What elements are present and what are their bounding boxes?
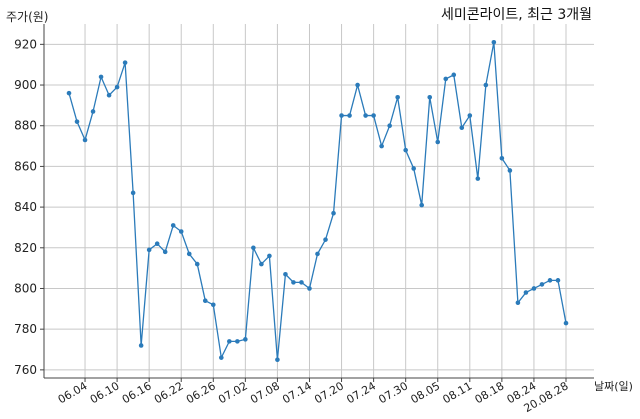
data-points (66, 40, 569, 362)
data-point (443, 76, 449, 82)
data-point (331, 210, 336, 216)
data-point (539, 282, 545, 287)
data-point (154, 241, 160, 247)
data-point (491, 40, 497, 45)
data-point (114, 84, 120, 90)
data-point (82, 137, 88, 143)
data-point (251, 245, 256, 251)
data-point (547, 278, 553, 283)
x-tick-label: 06.16 (120, 379, 154, 406)
x-tick-label: 07.02 (216, 379, 250, 406)
y-tick-label: 760 (14, 363, 37, 377)
data-point (186, 251, 192, 257)
data-point (427, 94, 433, 100)
y-tick-label: 820 (14, 241, 37, 255)
data-point (130, 190, 136, 196)
data-point (243, 337, 248, 342)
y-tick-label: 800 (14, 281, 37, 295)
data-point (411, 166, 416, 171)
series-line (68, 42, 567, 360)
data-point (66, 90, 72, 96)
data-point (387, 123, 392, 129)
data-point (138, 343, 144, 348)
data-point (323, 237, 328, 242)
data-point (371, 113, 376, 118)
x-axis-label: 날짜(일) (594, 380, 633, 393)
data-point (90, 109, 96, 114)
data-point (307, 286, 312, 291)
data-point (355, 82, 360, 88)
x-tick-label: 07.20 (312, 379, 346, 406)
data-point (555, 278, 561, 283)
x-tick-label: 07.24 (344, 379, 378, 406)
y-axis-label: 주가(원) (6, 10, 49, 24)
data-point (379, 143, 384, 149)
data-point (395, 94, 400, 100)
x-tick-label: 07.08 (248, 379, 282, 406)
data-point (523, 290, 529, 295)
y-tick-label: 860 (14, 159, 37, 173)
x-tick-label: 06.04 (56, 379, 90, 406)
x-tick-label: 07.30 (376, 379, 410, 406)
y-tick-label: 880 (14, 119, 37, 133)
x-tick-label: 08.05 (408, 379, 442, 406)
data-point (283, 271, 288, 277)
data-point (227, 339, 232, 344)
data-point (170, 223, 176, 228)
x-tick-labels: 06.0406.1006.1606.2206.2607.0207.0807.14… (56, 379, 571, 415)
x-tick-label: 06.10 (88, 379, 122, 406)
data-point (267, 253, 272, 259)
data-point (475, 176, 481, 181)
data-point (419, 202, 425, 208)
data-point (483, 82, 489, 88)
x-tick-label: 08.11 (441, 379, 475, 406)
y-tick-label: 900 (14, 78, 37, 92)
data-point (210, 302, 216, 308)
y-tick-label: 780 (14, 322, 37, 336)
data-point (435, 139, 441, 145)
chart-title: 세미콘라이트, 최근 3개월 (440, 7, 592, 23)
y-tick-label: 840 (14, 200, 37, 214)
data-point (291, 280, 296, 285)
data-point (563, 320, 569, 326)
data-point (299, 280, 304, 285)
data-point (106, 92, 112, 98)
data-point (259, 261, 264, 267)
data-point (507, 168, 513, 173)
x-tick-label: 06.22 (152, 379, 186, 406)
data-point (275, 357, 280, 362)
data-point (98, 74, 104, 80)
grid-lines (44, 24, 594, 378)
data-point (363, 113, 368, 118)
data-point (339, 113, 344, 118)
data-point (178, 229, 184, 234)
y-tick-label: 920 (14, 37, 37, 51)
y-tick-labels: 760 780 800 820 840 860 880 900 920 (14, 37, 37, 377)
data-point (531, 286, 537, 291)
data-point (74, 119, 80, 124)
axes (40, 24, 594, 382)
data-point (403, 147, 408, 153)
data-point (499, 155, 505, 161)
data-point (467, 113, 473, 118)
x-tick-label: 08.18 (473, 379, 507, 406)
data-point (515, 300, 521, 306)
data-point (202, 298, 208, 303)
data-point (146, 247, 152, 253)
data-point (122, 60, 128, 65)
data-point (315, 251, 320, 257)
data-point (219, 355, 224, 360)
data-point (451, 72, 457, 78)
data-point (162, 249, 168, 255)
x-tick-label: 07.14 (280, 379, 314, 406)
data-point (347, 113, 352, 118)
data-point (235, 339, 240, 344)
x-tick-label: 06.26 (184, 379, 218, 406)
data-point (459, 125, 465, 131)
data-point (194, 261, 200, 267)
